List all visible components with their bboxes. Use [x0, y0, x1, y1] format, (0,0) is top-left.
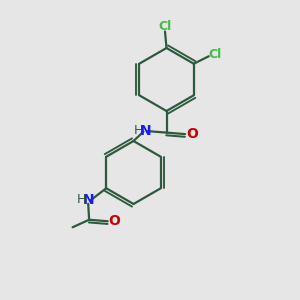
Text: Cl: Cl	[158, 20, 172, 33]
Text: N: N	[140, 124, 151, 137]
Text: N: N	[82, 193, 94, 207]
Text: H: H	[134, 124, 143, 137]
Text: O: O	[108, 214, 120, 228]
Text: O: O	[186, 127, 198, 141]
Text: H: H	[77, 193, 86, 206]
Text: Cl: Cl	[209, 48, 222, 61]
